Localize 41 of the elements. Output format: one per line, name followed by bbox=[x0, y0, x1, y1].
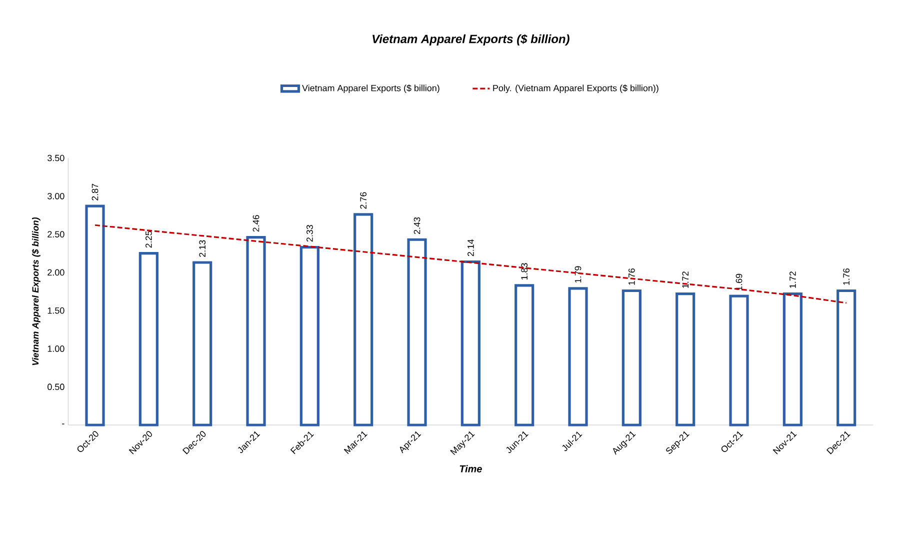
data-label: 2.25 bbox=[145, 231, 152, 248]
y-tick-label: 1.50 bbox=[48, 307, 64, 314]
bar bbox=[407, 238, 427, 426]
bar bbox=[85, 204, 105, 426]
bar bbox=[782, 292, 802, 426]
data-label: 1.72 bbox=[682, 272, 688, 288]
bar bbox=[729, 294, 749, 426]
data-label: 2.76 bbox=[360, 192, 367, 209]
bar bbox=[300, 246, 320, 426]
y-tick-label: 1.00 bbox=[48, 346, 64, 352]
y-tick-label: 0.50 bbox=[48, 384, 64, 390]
bar bbox=[514, 284, 534, 426]
bar bbox=[246, 236, 266, 426]
data-label: 2.43 bbox=[414, 217, 420, 234]
data-label: 2.33 bbox=[306, 224, 313, 242]
data-label: 2.13 bbox=[199, 240, 206, 257]
chart-title: Vietnam Apparel Exports ($ billion) bbox=[372, 34, 570, 46]
data-label: 2.14 bbox=[468, 239, 474, 256]
bar bbox=[354, 213, 374, 426]
bar bbox=[836, 289, 856, 426]
y-tick-label: 3.00 bbox=[48, 192, 64, 200]
bar bbox=[676, 292, 696, 426]
y-tick-label: 2.00 bbox=[48, 269, 64, 276]
bar bbox=[568, 287, 588, 426]
data-label: 2.87 bbox=[92, 184, 98, 200]
bar bbox=[192, 261, 212, 426]
y-tick-label: 2.50 bbox=[48, 231, 64, 238]
legend-label: Vietnam Apparel Exports ($ billion) bbox=[302, 84, 440, 94]
data-label: 1.72 bbox=[790, 272, 796, 288]
data-label: 1.76 bbox=[628, 268, 635, 285]
data-label: 1.76 bbox=[843, 268, 850, 285]
bar bbox=[622, 289, 642, 426]
y-axis-title: Vietnam Apparel Exports ($ billion) bbox=[32, 217, 40, 366]
y-tick-label: 3.50 bbox=[48, 154, 64, 162]
legend-label: Poly. (Vietnam Apparel Exports ($ billion)) bbox=[493, 84, 658, 94]
bar bbox=[138, 252, 158, 426]
data-label: 2.46 bbox=[252, 215, 260, 232]
data-label: 1.69 bbox=[736, 274, 742, 290]
bar bbox=[460, 260, 480, 426]
data-label: 1.83 bbox=[521, 263, 528, 280]
x-axis-title: Time bbox=[460, 465, 482, 472]
